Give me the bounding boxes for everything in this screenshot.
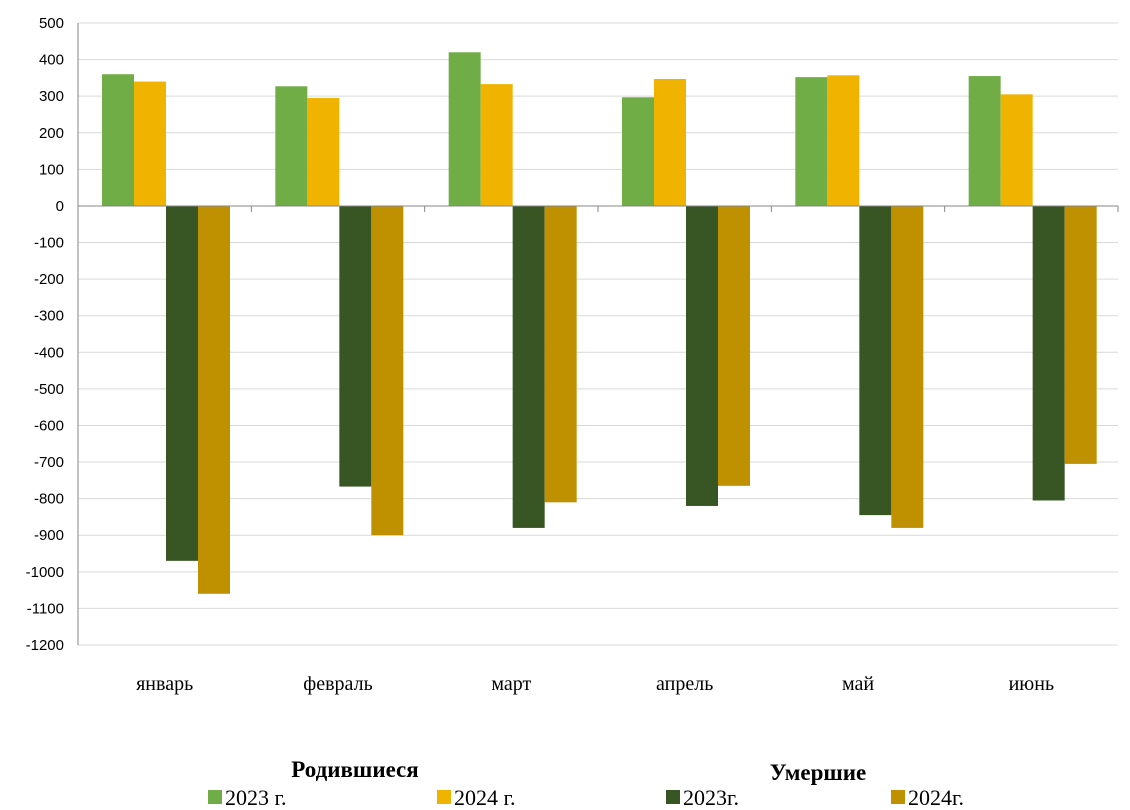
legend-label: 2024 г. [454,785,516,810]
y-tick-label: -900 [34,527,64,544]
legend-label: 2023г. [683,785,739,810]
x-axis-category-labels: январь февраль март апрель май июнь [136,673,1054,695]
bar [480,84,513,206]
bar [339,205,372,487]
bar [448,52,481,206]
bar [891,205,924,528]
y-tick-label: 500 [39,15,64,32]
legend-swatch [437,790,451,804]
bar [198,205,230,594]
legend-swatch [208,790,222,804]
y-tick-label: -1100 [27,600,64,617]
legend-group-title: Умершие [770,760,867,785]
gridlines [78,22,1118,646]
x-category-label: июнь [1009,673,1054,695]
y-tick-label: -700 [34,454,64,471]
bars [102,52,1097,594]
legend: Родившиеся Умершие 2023 г. 2024 г. 2023г. 202… [208,757,964,810]
bar [275,86,308,206]
legend-swatch [891,790,905,804]
y-tick-label: -1000 [26,564,64,581]
bar [512,205,545,528]
x-category-label: май [842,673,874,695]
y-tick-label: 300 [39,88,64,105]
y-tick-label: -1200 [26,637,64,654]
x-category-label: февраль [303,673,372,695]
legend-group-title: Родившиеся [291,757,418,782]
bar [1032,205,1065,501]
bar [134,81,166,206]
bar [1000,94,1033,206]
bar [795,77,828,206]
bar [166,205,198,561]
bar [827,75,860,206]
y-tick-label: 400 [39,52,64,69]
y-tick-label: 0 [56,198,64,215]
y-tick-label: -800 [34,491,64,508]
bar [307,98,340,206]
legend-label: 2024г. [908,785,964,810]
y-tick-label: -600 [34,417,64,434]
bar [102,74,134,206]
bar [544,205,577,503]
bar [686,205,718,506]
y-tick-label: 200 [39,125,64,142]
bar [968,76,1001,206]
bar [371,205,404,536]
bar [1064,205,1097,464]
x-category-label: апрель [656,673,713,695]
y-tick-label: -200 [34,271,64,288]
y-tick-label: -300 [34,308,64,325]
legend-swatch [666,790,680,804]
bar [718,205,750,486]
bar [654,78,686,206]
y-tick-label: -500 [34,381,64,398]
bar [859,205,892,516]
legend-label: 2023 г. [225,785,287,810]
x-category-label: март [491,673,531,695]
y-tick-label: -400 [34,344,64,361]
x-category-label: январь [136,673,193,695]
y-tick-label: 100 [39,161,64,178]
axes [77,23,1119,645]
y-tick-label: -100 [34,235,64,252]
bar [622,97,654,206]
y-axis-tick-labels: 500 400 300 200 100 0 -100 -200 -300 -400 -500 -600… [26,15,64,654]
